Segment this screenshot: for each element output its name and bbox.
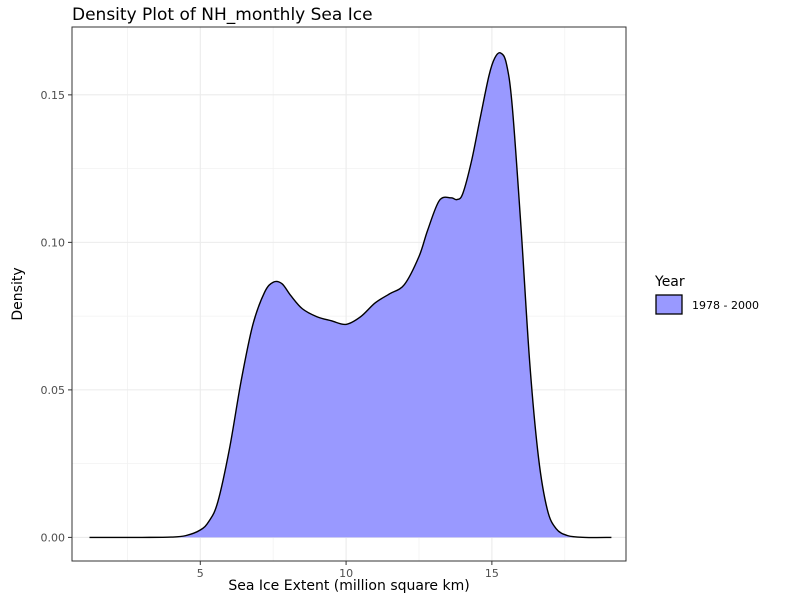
y-tick-label: 0.10 bbox=[41, 236, 66, 249]
y-tick-label: 0.00 bbox=[41, 531, 66, 544]
x-axis-title: Sea Ice Extent (million square km) bbox=[228, 578, 469, 594]
legend: Year 1978 - 2000 bbox=[654, 274, 759, 315]
x-tick-label: 10 bbox=[339, 567, 353, 580]
y-axis-title: Density bbox=[10, 267, 26, 320]
y-axis: 0.00 0.05 0.10 0.15 bbox=[41, 89, 72, 544]
series-layer bbox=[89, 52, 612, 539]
x-tick-label: 5 bbox=[197, 567, 204, 580]
y-tick-label: 0.15 bbox=[41, 89, 66, 102]
legend-title: Year bbox=[654, 274, 685, 290]
x-axis: 5 10 15 bbox=[197, 561, 499, 580]
y-tick-label: 0.05 bbox=[41, 384, 66, 397]
legend-label: 1978 - 2000 bbox=[692, 299, 759, 312]
plot-border bbox=[71, 26, 627, 562]
chart-title: Density Plot of NH_monthly Sea Ice bbox=[72, 5, 373, 25]
x-tick-label: 15 bbox=[485, 567, 499, 580]
density-outline bbox=[89, 52, 612, 539]
legend-key bbox=[655, 294, 683, 315]
density-area bbox=[89, 52, 612, 538]
